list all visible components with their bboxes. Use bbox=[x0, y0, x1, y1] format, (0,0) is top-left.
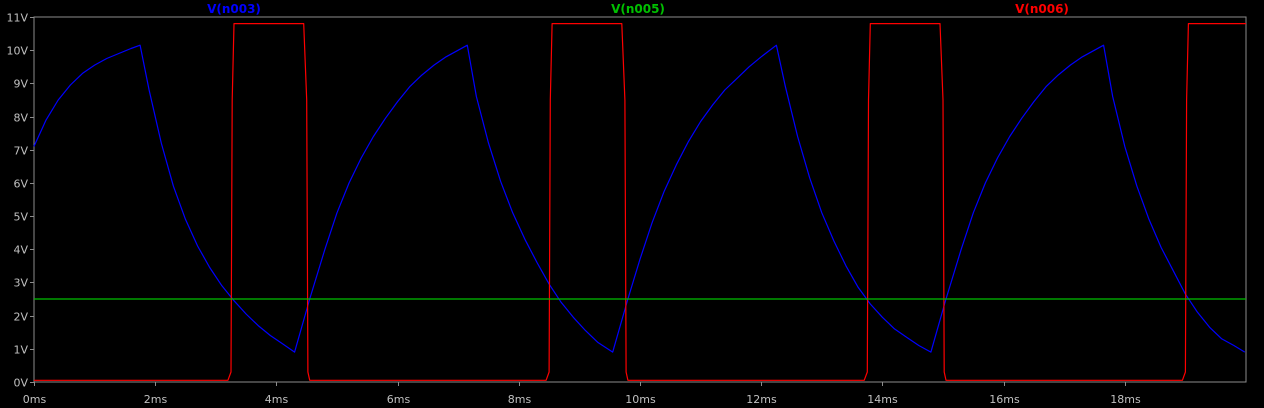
x-tick-label: 6ms bbox=[387, 393, 411, 406]
legend[interactable]: V(n003) V(n005) V(n006) bbox=[207, 2, 1069, 16]
y-tick-label: 0V bbox=[13, 377, 28, 390]
y-tick-label: 9V bbox=[13, 78, 28, 91]
y-tick-label: 6V bbox=[13, 178, 28, 191]
y-tick-label: 3V bbox=[13, 277, 28, 290]
y-tick-label: 1V bbox=[13, 344, 28, 357]
y-tick-label: 10V bbox=[6, 45, 28, 58]
legend-label-n003[interactable]: V(n003) bbox=[207, 2, 261, 16]
x-tick-label: 18ms bbox=[1110, 393, 1141, 406]
x-tick-label: 2ms bbox=[144, 393, 168, 406]
plot-axes: 0V 1V 2V 3V 4V 5V 6V 7V 8V 9V 10V 11V 0ms 2ms 4ms 6ms 8m… bbox=[6, 12, 1247, 406]
y-tick-label: 5V bbox=[13, 211, 28, 224]
y-tick-label: 2V bbox=[13, 311, 28, 324]
legend-label-n005[interactable]: V(n005) bbox=[611, 2, 665, 16]
x-tick-label: 14ms bbox=[867, 393, 898, 406]
x-tick-label: 12ms bbox=[746, 393, 777, 406]
y-tick-label: 7V bbox=[13, 145, 28, 158]
x-tick-label: 8ms bbox=[508, 393, 532, 406]
y-tick-label: 4V bbox=[13, 244, 28, 257]
x-tick-label: 4ms bbox=[265, 393, 289, 406]
x-tick-label: 0ms bbox=[23, 393, 47, 406]
series-line-n003 bbox=[33, 44, 1246, 353]
plot-traces bbox=[33, 23, 1246, 381]
series-line-n006 bbox=[34, 23, 1246, 381]
y-tick-label: 11V bbox=[6, 12, 28, 25]
y-tick-label: 8V bbox=[13, 112, 28, 125]
x-tick-label: 16ms bbox=[989, 393, 1020, 406]
x-tick-label: 10ms bbox=[625, 393, 656, 406]
legend-label-n006[interactable]: V(n006) bbox=[1015, 2, 1069, 16]
